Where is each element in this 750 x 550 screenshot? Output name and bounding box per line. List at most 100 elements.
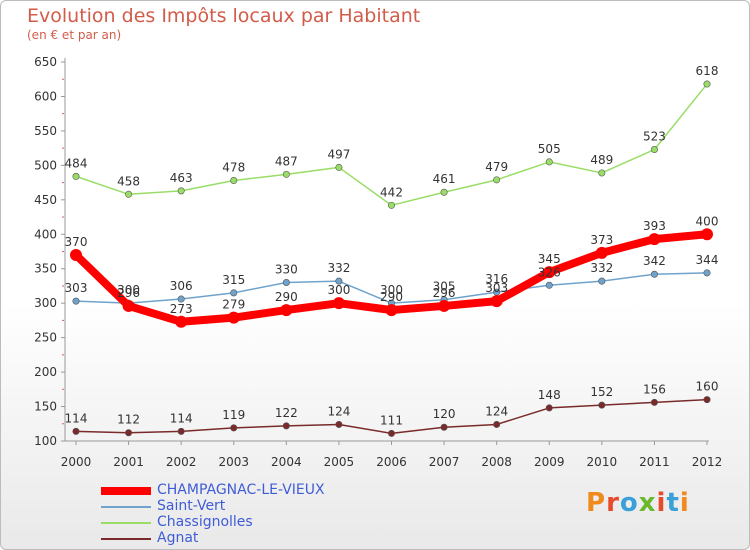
legend-swatch [101, 487, 151, 495]
data-point [72, 427, 80, 435]
legend-label: CHAMPAGNAC-LE-VIEUX [157, 482, 325, 498]
legend-swatch [101, 506, 151, 508]
x-tick-label: 2011 [639, 455, 670, 469]
data-point [545, 281, 553, 289]
data-label: 487 [275, 154, 298, 168]
logo-letter: x [638, 488, 657, 518]
data-point [650, 270, 658, 278]
data-label: 160 [696, 380, 719, 394]
y-tick-label: 550 [34, 124, 57, 138]
logo-letter: i [656, 488, 667, 518]
data-label: 279 [222, 298, 245, 312]
data-point [175, 315, 188, 328]
y-tick-label: 150 [34, 400, 57, 414]
y-tick-label: 450 [34, 193, 57, 207]
data-label: 120 [433, 407, 456, 421]
data-label: 330 [275, 263, 298, 277]
data-point [545, 158, 553, 166]
data-label: 306 [170, 279, 193, 293]
data-label: 618 [696, 64, 719, 78]
data-label: 300 [380, 283, 403, 297]
logo-letter: i [679, 488, 690, 518]
data-point [282, 279, 290, 287]
data-label: 345 [538, 252, 561, 266]
data-point [230, 177, 238, 185]
data-point [282, 170, 290, 178]
data-label: 332 [590, 261, 613, 275]
legend-label: Saint-Vert [157, 498, 226, 514]
data-point [125, 190, 133, 198]
data-point [387, 201, 395, 209]
logo-letter: P [586, 488, 607, 518]
data-label: 112 [117, 413, 140, 427]
x-tick-label: 2007 [429, 455, 460, 469]
data-label: 393 [643, 219, 666, 233]
y-tick-label: 250 [34, 331, 57, 345]
data-point [440, 423, 448, 431]
proxiti-logo: Proxiti [586, 488, 690, 518]
logo-letter: r [606, 488, 620, 518]
data-point [332, 297, 345, 310]
data-label: 290 [275, 290, 298, 304]
legend-label: Chassignolles [157, 514, 253, 530]
data-label: 300 [117, 283, 140, 297]
data-point [701, 228, 713, 241]
data-point [177, 427, 185, 435]
data-label: 316 [485, 272, 508, 286]
data-point [230, 424, 238, 432]
x-tick-label: 2008 [481, 455, 512, 469]
data-label: 111 [380, 413, 403, 427]
data-point [70, 248, 82, 261]
logo-letter: o [619, 488, 639, 518]
data-label: 505 [538, 142, 561, 156]
data-label: 303 [65, 281, 88, 295]
data-label: 124 [327, 404, 350, 418]
x-tick-label: 2004 [271, 455, 302, 469]
data-label: 479 [485, 160, 508, 174]
data-label: 463 [170, 171, 193, 185]
data-point [703, 269, 711, 277]
y-tick-label: 650 [34, 55, 57, 69]
y-tick-label: 350 [34, 262, 57, 276]
data-point [490, 295, 503, 308]
x-tick-label: 2003 [218, 455, 249, 469]
data-label: 122 [275, 406, 298, 420]
data-point [122, 299, 135, 312]
data-point [227, 311, 240, 324]
y-tick-label: 400 [34, 227, 57, 241]
data-label: 296 [433, 286, 456, 300]
data-point [385, 304, 398, 317]
data-point [545, 404, 553, 412]
x-tick-label: 2001 [113, 455, 144, 469]
data-point [280, 304, 293, 317]
chart-title: Evolution des Impôts locaux par Habitant [27, 5, 421, 27]
data-label: 156 [643, 382, 666, 396]
y-tick-label: 500 [34, 158, 57, 172]
data-point [543, 266, 556, 279]
data-point [493, 420, 501, 428]
data-point [598, 277, 606, 285]
data-point [493, 176, 501, 184]
data-point [387, 429, 395, 437]
logo-letter: t [666, 488, 680, 518]
data-label: 300 [327, 283, 350, 297]
data-point [650, 146, 658, 154]
data-label: 305 [433, 280, 456, 294]
data-label: 296 [117, 286, 140, 300]
chart-subtitle: (en € et par an) [27, 28, 122, 42]
data-point [230, 289, 238, 297]
legend-swatch [101, 538, 151, 540]
data-label: 332 [327, 261, 350, 275]
y-tick-label: 200 [34, 365, 57, 379]
data-label: 124 [485, 404, 508, 418]
data-label: 497 [327, 147, 350, 161]
data-label: 119 [222, 408, 245, 422]
data-point [335, 277, 343, 285]
data-label: 114 [65, 411, 88, 425]
data-label: 461 [433, 172, 456, 186]
y-tick-label: 600 [34, 89, 57, 103]
x-tick-label: 2005 [324, 455, 355, 469]
x-tick-label: 2006 [376, 455, 407, 469]
data-point [598, 169, 606, 177]
